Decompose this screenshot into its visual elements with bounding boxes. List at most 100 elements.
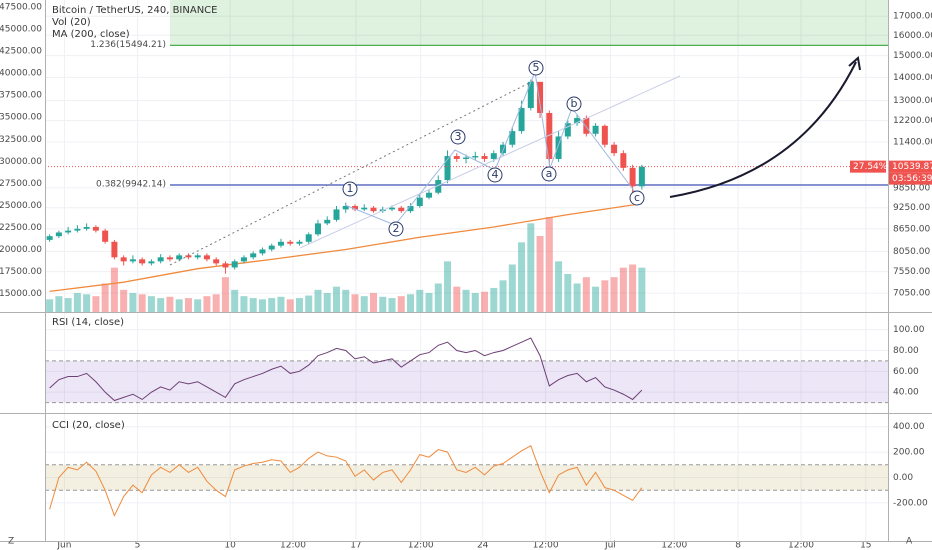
y-tick-label: 80.00: [893, 346, 919, 356]
volume-bar: [203, 296, 211, 312]
volume-bar: [370, 293, 378, 312]
legend-indicator: MA (200, close): [52, 29, 130, 40]
volume-bar: [416, 289, 424, 312]
volume-bar: [166, 296, 174, 312]
wave-label: 4: [492, 168, 499, 181]
arrow: [669, 61, 857, 198]
volume-bar: [545, 217, 553, 312]
candle-body: [240, 257, 247, 262]
fib-label: 1.236(15494.21): [90, 40, 166, 50]
candle-body: [314, 223, 321, 235]
volume-bar: [555, 261, 563, 312]
volume-bar: [110, 267, 118, 312]
y-tick-label: 7550.00: [893, 267, 930, 277]
candle-body: [324, 219, 331, 224]
y2-tick-label: 30000.00: [0, 157, 42, 167]
candle-body: [342, 206, 349, 210]
volume-bar: [582, 277, 590, 312]
volume-bar: [101, 283, 109, 312]
fib-label: 0.382(9942.14): [96, 179, 166, 189]
y-tick-label: -200.00: [893, 498, 928, 508]
y2-tick-label: 47500.00: [0, 3, 42, 13]
pane-title: RSI (14, close): [52, 317, 124, 328]
candle-body: [592, 125, 599, 134]
ma-line: [49, 203, 642, 293]
candle-body: [296, 241, 303, 244]
volume-bar: [249, 298, 257, 312]
wave-label: c: [634, 191, 640, 204]
band: [45, 464, 888, 491]
volume-bar: [73, 293, 81, 312]
candle-body: [129, 259, 136, 262]
volume-bar: [221, 277, 229, 312]
volume-bar: [619, 267, 627, 312]
y-tick-label: 200.00: [893, 448, 925, 458]
volume-bar: [397, 296, 405, 312]
volume-bar: [147, 296, 155, 312]
y2-tick-label: 17500.00: [0, 267, 42, 277]
candle-body: [351, 206, 358, 210]
x-tick-label: 12:00: [533, 541, 559, 550]
candle-body: [65, 230, 72, 233]
y-tick-label: 100.00: [893, 325, 925, 335]
volume-bar: [518, 242, 526, 312]
wave-label: a: [546, 167, 553, 180]
volume-bar: [305, 295, 313, 312]
y2-tick-label: 42500.00: [0, 47, 42, 57]
y-tick-label: 7050.00: [893, 289, 930, 299]
wave-circle: [566, 96, 582, 112]
candle-body: [55, 232, 62, 237]
volume-bar: [499, 280, 507, 312]
candle-body: [601, 125, 608, 145]
candle-body: [546, 112, 553, 159]
volume-bar: [573, 283, 581, 312]
volume-bar: [629, 264, 637, 312]
volume-bar: [332, 286, 340, 312]
candle-body: [490, 153, 497, 159]
x-tick-label: 10: [224, 541, 236, 550]
volume-bar: [240, 296, 248, 312]
candle-body: [453, 156, 460, 159]
y2-tick-label: 32500.00: [0, 135, 42, 145]
wave-circle: [487, 167, 503, 183]
wave-label: 1: [347, 182, 354, 195]
y-tick-label: 400.00: [893, 422, 925, 432]
candle-body: [509, 131, 516, 145]
volume-bar: [453, 286, 461, 312]
volume-bar: [564, 274, 572, 312]
y-tick-label: 0.00: [893, 473, 913, 483]
volume-bar: [536, 236, 544, 312]
volume-bar: [490, 287, 498, 312]
candle-body: [435, 180, 442, 193]
wave-label: 3: [455, 130, 462, 143]
x-tick-label: 15: [860, 541, 871, 550]
y-tick-label: 60.00: [893, 367, 919, 377]
candle-body: [398, 207, 405, 212]
y-tick-label: 9850.00: [893, 183, 930, 193]
volume-bar: [258, 299, 266, 312]
corner-button[interactable]: Z: [8, 537, 14, 547]
y-tick-label: 16000.00: [893, 31, 932, 41]
y-tick-label: 8050.00: [893, 247, 930, 257]
countdown-label: 03:56:39: [892, 174, 932, 184]
wave-circle: [528, 60, 544, 76]
candle-body: [389, 207, 396, 210]
candle-body: [564, 123, 571, 137]
volume-bar: [231, 289, 239, 312]
volume-bar: [351, 294, 359, 312]
volume-bar: [407, 294, 415, 312]
candle-body: [250, 253, 257, 258]
candle-body: [629, 167, 636, 187]
x-tick-label: 17: [350, 541, 361, 550]
corner-button[interactable]: A: [906, 537, 913, 547]
y2-tick-label: 35000.00: [0, 113, 42, 123]
candle-body: [194, 255, 201, 258]
wave-label: 5: [533, 61, 540, 74]
x-tick-label: Jun: [56, 541, 71, 550]
trend-line: [169, 79, 536, 266]
candle-body: [463, 157, 470, 159]
x-tick-label: 8: [735, 541, 741, 550]
candle-body: [537, 81, 544, 113]
x-tick-label: 12:00: [408, 541, 434, 550]
